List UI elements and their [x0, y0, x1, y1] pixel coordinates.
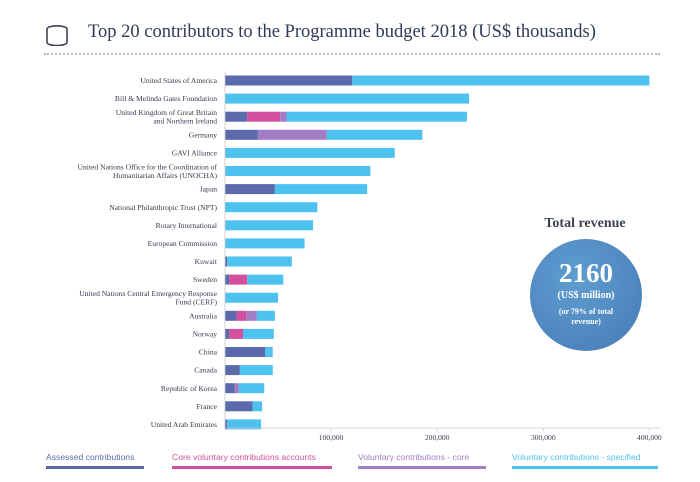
x-tick-label: 300,000	[531, 433, 556, 442]
bar-segment	[225, 93, 470, 104]
bar-segment	[225, 238, 305, 249]
bar-segment	[227, 419, 262, 430]
total-revenue-note: (or 79% of total revenue)	[558, 307, 614, 326]
bar-segment	[352, 75, 650, 86]
bar-segment	[225, 347, 266, 357]
legend-label: Assessed contributions	[46, 452, 135, 462]
bar-segment	[225, 220, 314, 231]
category-label: GAVI Alliance	[172, 149, 218, 158]
bar-segment	[225, 419, 228, 430]
bar-segment	[236, 310, 247, 321]
bar-segment	[225, 328, 230, 339]
total-revenue-unit: (US$ million)	[557, 290, 615, 301]
category-label: United Nations Central Emergency Respons…	[79, 289, 217, 307]
bar-segment	[225, 184, 275, 195]
legend-item-voluntary-core: Voluntary contributions - core	[358, 452, 486, 469]
category-label: Sweden	[193, 275, 217, 284]
legend-label: Voluntary contributions - specified	[512, 452, 641, 462]
bar-segment	[225, 147, 395, 158]
category-label: France	[196, 402, 217, 411]
bar-segment	[326, 129, 423, 140]
category-label: United Kingdom of Great Britain and North…	[116, 108, 217, 126]
legend-label: Core voluntary contributions accounts	[172, 452, 316, 462]
legend-label: Voluntary contributions - core	[358, 452, 470, 462]
bar-segment	[247, 111, 281, 122]
total-revenue-heading: Total revenue	[544, 216, 626, 231]
bar-segment	[238, 383, 265, 394]
bar-segment	[225, 274, 230, 285]
bar-segment	[246, 310, 257, 321]
category-label: China	[199, 348, 218, 357]
legend-item-core-voluntary-accounts: Core voluntary contributions accounts	[172, 452, 332, 469]
x-tick-label: 100,000	[319, 433, 344, 442]
bar-segment	[225, 129, 258, 140]
bar-segment	[234, 383, 239, 394]
bar-segment	[229, 328, 244, 339]
category-label: Norway	[193, 330, 218, 339]
bar-segment	[252, 401, 263, 412]
bar-segment	[257, 129, 327, 140]
bar-segment	[243, 328, 274, 339]
bar-segment	[225, 292, 279, 303]
category-label: Rotary International	[156, 221, 217, 230]
category-label: National Philanthropic Trust (NPT)	[109, 203, 217, 212]
category-label: United States of America	[140, 76, 217, 85]
bar-segment	[227, 256, 292, 267]
bar-segment	[239, 365, 273, 376]
bar-segment	[225, 401, 253, 412]
category-label: United Nations Office for the Coordinati…	[78, 162, 218, 180]
category-label: European Commission	[148, 239, 218, 248]
bar-segment	[280, 111, 287, 122]
bar-segment	[256, 310, 275, 321]
bar-segment	[225, 166, 371, 176]
category-label: Canada	[194, 366, 217, 375]
bar-segment	[225, 365, 240, 376]
title-row: Top 20 contributors to the Programme bud…	[0, 0, 700, 56]
legend-swatch	[358, 466, 486, 469]
legend-swatch	[172, 466, 332, 469]
chart-title: Top 20 contributors to the Programme bud…	[88, 22, 596, 42]
bar-segment	[225, 256, 228, 267]
category-label: Bill & Melinda Gates Foundation	[115, 94, 217, 103]
legend-item-voluntary-specified: Voluntary contributions - specified	[512, 452, 658, 469]
bar-segment	[286, 111, 467, 122]
category-label: Australia	[189, 311, 217, 320]
category-labels: United States of America Bill & Melinda G…	[78, 76, 218, 429]
bar-segment	[225, 383, 235, 394]
legend-swatch	[512, 466, 658, 469]
category-label: Germany	[189, 130, 217, 139]
category-label: Kuwait	[195, 257, 218, 266]
x-tick-label: 200,000	[425, 433, 450, 442]
category-label: Republic of Korea	[161, 384, 218, 393]
bar-segment	[225, 202, 318, 213]
category-label: United Arab Emirates	[151, 420, 217, 429]
x-tick-labels: 100,000 200,000 300,000 400,000	[319, 428, 662, 442]
bar-segment	[265, 347, 273, 357]
legend-swatch	[46, 466, 144, 469]
bar-segment	[225, 111, 248, 122]
bar-segment	[225, 310, 237, 321]
x-tick-label: 400,000	[637, 433, 662, 442]
total-revenue-value: 2160	[559, 258, 613, 288]
legend-item-assessed: Assessed contributions	[46, 452, 144, 469]
bar-segment	[247, 274, 284, 285]
bar-group	[225, 75, 650, 430]
category-label: Japan	[200, 185, 217, 194]
bar-segment	[229, 274, 248, 285]
total-revenue-bubble: 2160 (US$ million) (or 79% of total reve…	[530, 239, 642, 351]
coin-stack-icon	[46, 24, 68, 46]
bar-segment	[274, 184, 368, 195]
bar-segment	[225, 75, 353, 86]
title-divider	[44, 53, 660, 55]
